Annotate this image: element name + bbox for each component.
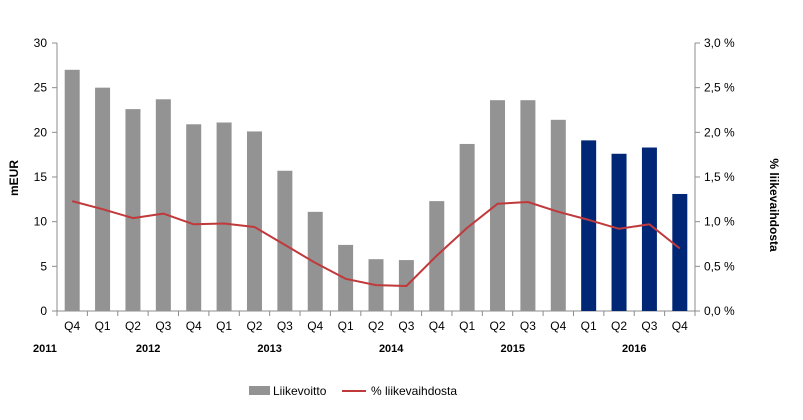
x-tick-label: Q3 [520,319,536,333]
legend: Liikevoitto % liikevaihdosta [249,384,457,398]
x-tick-label: Q3 [641,319,657,333]
bar [672,193,688,311]
bar [155,99,171,311]
x-tick-label: Q2 [368,319,384,333]
x-year-label: 2013 [257,343,281,355]
x-tick-label: Q3 [155,319,171,333]
bar [490,100,506,311]
x-tick-label: Q4 [64,319,80,333]
y2-tick-label: 1,0 % [704,215,735,229]
x-tick-label: Q1 [581,319,597,333]
axes: 0 5 10 15 20 25 30 0,0 % 0,5 % 1,0 % 1,5 % 2,0 % 2,5… [33,36,735,355]
bar [520,100,536,311]
x-tick-label: Q2 [125,319,141,333]
bar [611,153,627,311]
y2-tick-label: 3,0 % [704,36,735,50]
y-tick-label: 5 [40,259,47,273]
legend-label-liikevoitto: Liikevoitto [273,384,327,398]
y2-tick-label: 0,5 % [704,259,735,273]
bar [95,87,111,312]
legend-swatch-liikevoitto [249,386,270,395]
y2-tick-label: 0,0 % [704,304,735,318]
y-tick-label: 15 [34,170,48,184]
x-year-label: 2012 [136,343,160,355]
bar [277,170,293,311]
y2-tick-label: 2,5 % [704,81,735,95]
x-tick-label: Q4 [550,319,566,333]
x-tick-label: Q1 [338,319,354,333]
y2-tick-label: 1,5 % [704,170,735,184]
x-year-label: 2014 [379,343,404,355]
bar [125,109,141,312]
x-tick-label: Q2 [611,319,627,333]
y-tick-label: 0 [40,304,47,318]
bar [216,122,232,311]
x-tick-label: Q4 [186,319,202,333]
legend-label-liikevaihdosta: % liikevaihdosta [371,384,457,398]
y-axis-title: mEUR [7,160,21,196]
x-tick-label: Q1 [216,319,232,333]
bar [246,131,262,311]
x-tick-label: Q2 [490,319,506,333]
y-tick-label: 20 [34,125,48,139]
x-tick-label: Q2 [246,319,262,333]
bar [186,124,202,311]
x-tick-label: Q3 [277,319,293,333]
x-tick-label: Q4 [307,319,323,333]
line-path [71,200,681,287]
bar-series-liikevoitto [64,69,688,312]
bar [64,69,80,311]
y-tick-label: 10 [34,215,48,229]
x-year-label: 2015 [500,343,524,355]
bar [307,211,323,311]
bar [641,147,657,311]
line-series-liikevaihdosta [71,200,681,287]
x-tick-label: Q4 [672,319,688,333]
y2-tick-label: 2,0 % [704,125,735,139]
x-year-label: 2011 [33,343,57,355]
x-tick-label: Q1 [459,319,475,333]
x-tick-label: Q3 [398,319,414,333]
x-tick-label: Q1 [95,319,111,333]
bar [550,119,566,312]
bar [581,140,597,311]
y-tick-label: 30 [34,36,48,50]
x-year-label: 2016 [622,343,646,355]
y2-axis-title: % liikevaihdosta [767,158,781,252]
x-tick-label: Q4 [429,319,445,333]
y-tick-label: 25 [34,81,48,95]
